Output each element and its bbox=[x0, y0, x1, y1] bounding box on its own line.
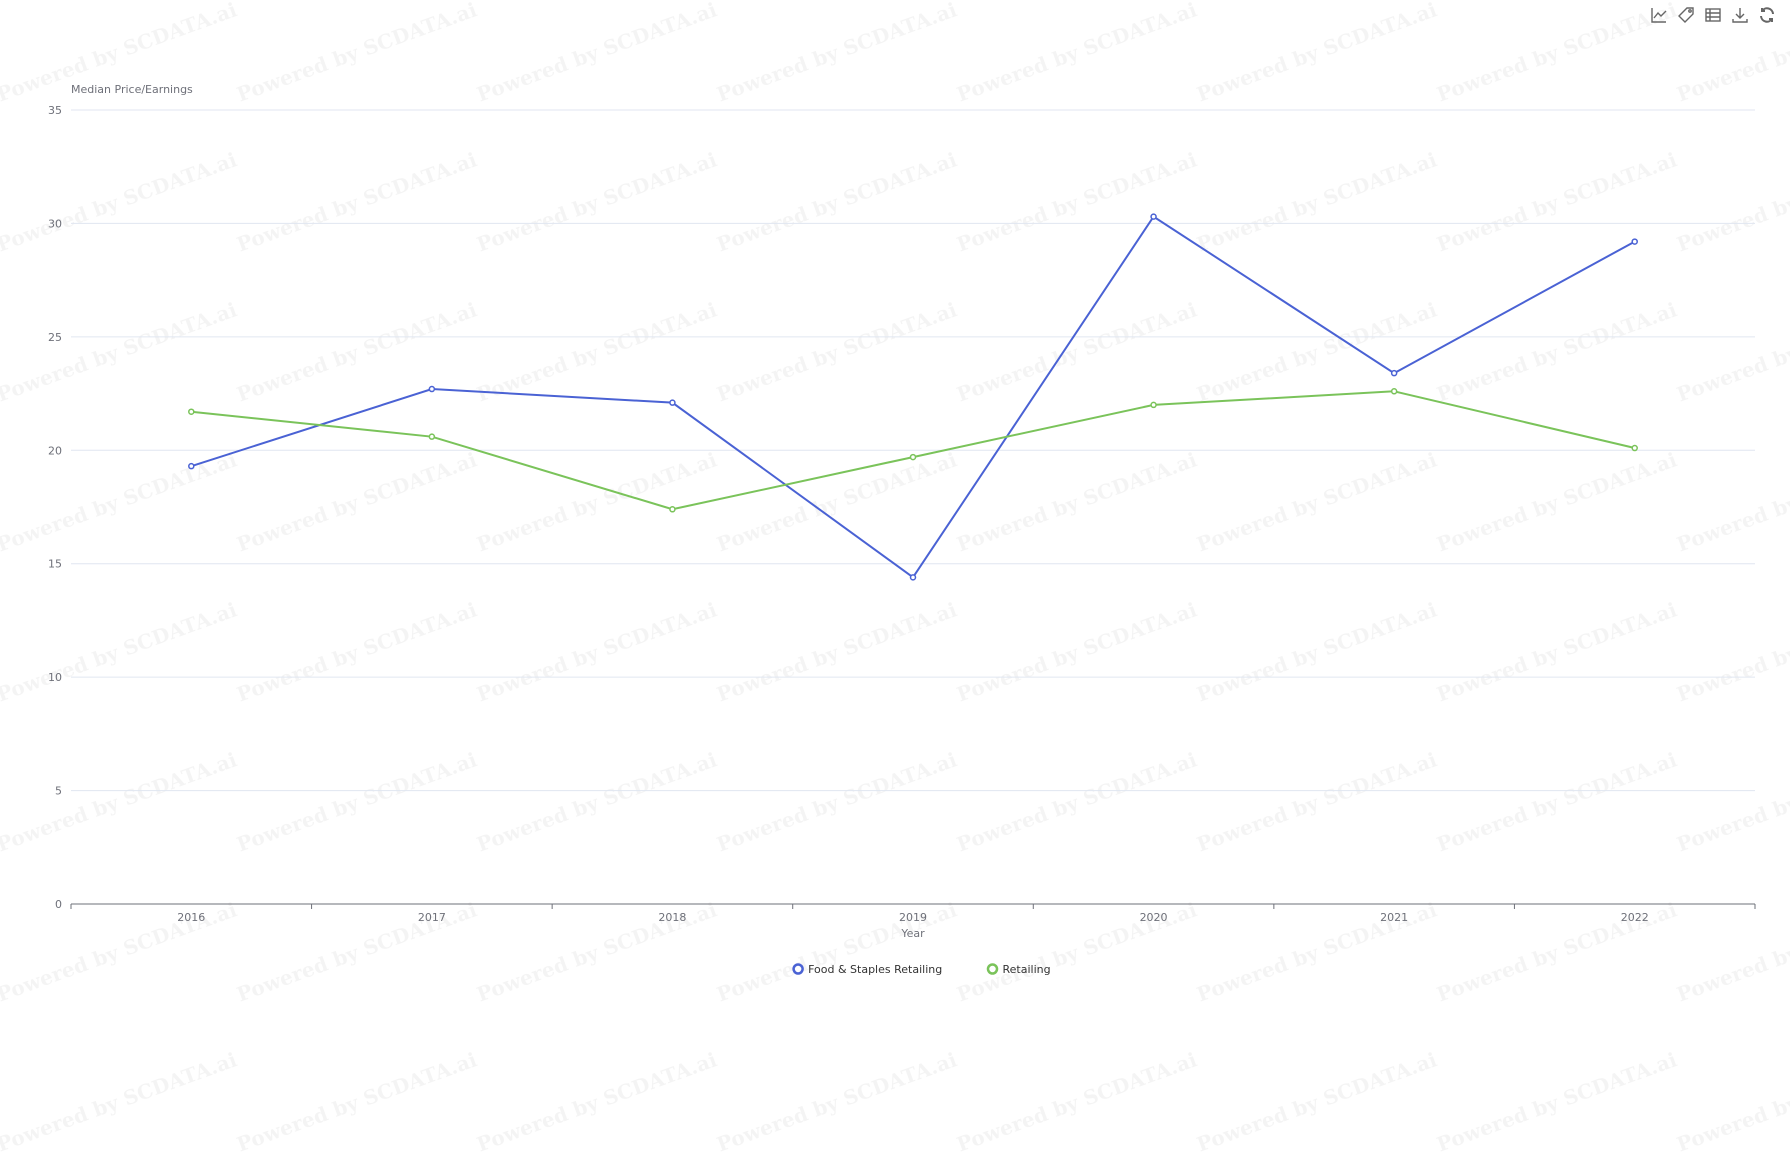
data-point bbox=[669, 506, 676, 513]
watermark-text: Powered by SCDATA.ai bbox=[234, 1047, 480, 1156]
data-point bbox=[428, 433, 436, 440]
y-tick-label: 10 bbox=[48, 671, 62, 684]
data-point bbox=[188, 462, 195, 470]
legend-marker-icon bbox=[986, 963, 999, 975]
line-chart: 0 5 10 15 20 25 30 35 Median Price/Earnings 2016 2… bbox=[48, 83, 1756, 976]
watermark-text: Powered by SCDATA.ai bbox=[954, 1047, 1200, 1156]
x-tick-label: 2019 bbox=[899, 911, 927, 924]
refresh-icon bbox=[1760, 7, 1774, 23]
x-tick-label: 2020 bbox=[1140, 911, 1168, 924]
y-tick-label: 0 bbox=[55, 898, 62, 911]
tag-button[interactable] bbox=[1677, 6, 1695, 24]
restore-button[interactable] bbox=[1758, 6, 1776, 24]
y-tick-label: 15 bbox=[48, 558, 62, 571]
watermark-text: Powered by SCDATA.ai bbox=[1434, 1047, 1680, 1156]
watermark-text: Powered by SCDATA.ai bbox=[1194, 1047, 1440, 1156]
x-tick-label: 2021 bbox=[1380, 911, 1408, 924]
data-point bbox=[188, 408, 195, 415]
x-axis-title: Year bbox=[900, 927, 925, 940]
line-chart-icon bbox=[1651, 8, 1667, 23]
chart-toolbar bbox=[1650, 6, 1776, 24]
data-point bbox=[1150, 213, 1157, 220]
y-axis-title: Median Price/Earnings bbox=[71, 83, 193, 96]
watermark-text: Powered by SCDATA.ai bbox=[474, 1047, 720, 1156]
x-tick-label: 2022 bbox=[1621, 911, 1649, 924]
legend-marker-icon bbox=[792, 963, 804, 975]
data-point bbox=[1150, 401, 1157, 409]
watermark-text: Powered by SCDATA.ai bbox=[1674, 1047, 1790, 1156]
data-view-button[interactable] bbox=[1704, 6, 1722, 24]
line-chart-button[interactable] bbox=[1650, 6, 1668, 24]
x-tick-label: 2016 bbox=[177, 911, 205, 924]
save-image-button[interactable] bbox=[1731, 6, 1749, 24]
y-tick-label: 5 bbox=[55, 785, 62, 798]
data-point bbox=[1390, 388, 1398, 395]
watermark-text: Powered by SCDATA.ai bbox=[714, 1047, 960, 1156]
y-tick-label: 20 bbox=[48, 444, 62, 457]
legend-item[interactable]: Food & Staples Retailing bbox=[808, 963, 942, 976]
data-point bbox=[1390, 369, 1398, 377]
x-tick-label: 2017 bbox=[418, 911, 446, 924]
data-view-icon bbox=[1705, 8, 1721, 22]
data-point bbox=[1631, 238, 1638, 245]
legend-item[interactable]: Retailing bbox=[1003, 963, 1051, 976]
data-point bbox=[909, 574, 917, 581]
data-point bbox=[669, 399, 676, 406]
watermark-text: Powered by SCDATA.ai bbox=[0, 1047, 240, 1156]
y-tick-label: 30 bbox=[48, 217, 62, 230]
y-tick-label: 35 bbox=[48, 104, 62, 117]
data-point bbox=[909, 453, 917, 461]
y-tick-label: 25 bbox=[48, 331, 62, 344]
data-point bbox=[428, 385, 436, 393]
download-icon bbox=[1732, 8, 1748, 23]
data-point bbox=[1631, 444, 1638, 452]
x-tick-label: 2018 bbox=[658, 911, 686, 924]
tag-icon bbox=[1678, 7, 1694, 23]
